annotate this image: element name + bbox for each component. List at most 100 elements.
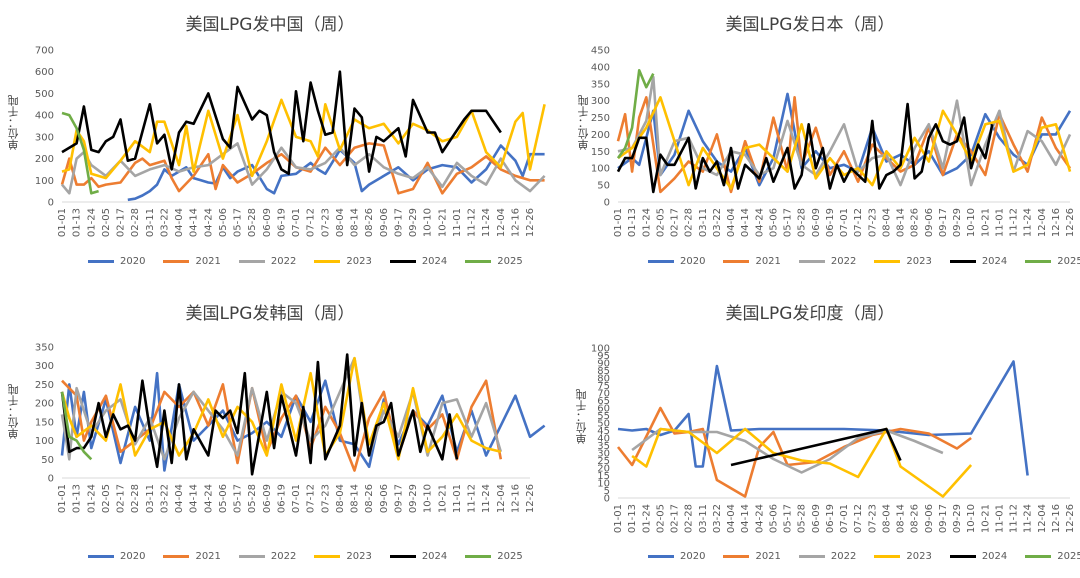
x-tick-label: 07-12 [853,208,864,237]
legend-label: 2025 [1057,551,1080,562]
legend-label: 2024 [981,256,1008,267]
legend-item-2022: 2022 [798,551,856,562]
x-tick-label: 08-04 [335,208,346,237]
x-tick-label: 11-01 [994,208,1005,237]
chart-title: 美国LPG发中国（周） [185,15,355,35]
y-tick-label: 350 [35,343,54,354]
legend-swatch [1025,555,1052,558]
legend-label: 2020 [120,551,146,562]
y-tick-label: 200 [591,130,610,141]
x-tick-label: 01-24 [641,208,652,237]
y-tick-label: 5 [604,486,610,497]
y-tick-label: 300 [35,132,54,143]
legend: 2020 2021 2022 2023 2024 2025 [648,256,1080,267]
x-tick-label: 09-29 [952,208,963,237]
x-tick-label: 01-01 [57,208,68,237]
legend-label: 2020 [680,551,706,562]
x-tick-label: 05-17 [783,208,794,237]
x-tick-label: 07-23 [320,484,331,513]
x-tick-label: 04-14 [740,208,751,237]
x-tick-label: 08-26 [910,208,921,237]
legend-item-2021: 2021 [723,551,781,562]
x-tick-label: 07-12 [306,208,317,237]
y-tick-label: 80 [597,374,610,385]
x-tick-label: 02-28 [130,208,141,237]
x-tick-label: 12-04 [496,484,507,513]
x-tick-label: 09-17 [938,208,949,237]
y-tick-label: 0 [48,474,54,485]
x-tick-label: 03-22 [159,484,170,513]
x-tick-label: 09-29 [952,504,963,533]
x-tick-label: 03-22 [712,208,723,237]
legend-label: 2024 [981,551,1008,562]
x-tick-label: 05-17 [783,504,794,533]
x-tick-label: 07-01 [291,208,302,237]
x-tick-label: 04-14 [740,504,751,533]
x-tick-label: 12-04 [496,208,507,237]
x-tick-label: 01-24 [86,484,97,513]
legend-label: 2022 [270,256,297,267]
legend: 2020 2021 2022 2023 2024 2025 [88,551,523,562]
x-tick-label: 12-26 [1065,208,1076,237]
legend: 2020 2021 2022 2023 2024 2025 [88,256,523,267]
legend-swatch [238,555,265,558]
x-tick-label: 11-12 [1009,208,1020,237]
legend-label: 2022 [270,551,297,562]
x-tick-label: 07-01 [839,504,850,533]
y-tick-label: 0 [604,494,610,505]
x-tick-label: 07-12 [306,484,317,513]
legend-label: 2024 [421,551,448,562]
y-tick-label: 200 [35,154,54,165]
x-tick-label: 01-01 [57,484,68,513]
x-tick-label: 12-04 [1037,504,1048,533]
x-tick-label: 10-10 [966,504,977,533]
x-tick-label: 02-05 [101,208,112,237]
legend-label: 2021 [195,551,221,562]
y-tick-label: 250 [591,113,610,124]
x-tick-label: 09-17 [393,484,404,513]
y-tick-label: 700 [35,46,54,57]
legend-label: 2023 [906,551,932,562]
series-line-2021 [616,406,972,498]
y-tick-label: 0 [604,198,610,209]
x-tick-label: 06-19 [825,504,836,533]
x-tick-label: 10-21 [980,504,991,533]
x-tick-label: 06-19 [276,208,287,237]
chart-korea: 美国LPG发韩国（周） 单位：千吨 0 50 100 150 200 250 300 350 0… [0,289,546,578]
series-line-2025 [616,69,655,159]
legend-item-2025: 2025 [465,551,523,562]
series-line-2024 [60,353,459,476]
chart-svg: 0 50 100 150 200 250 300 350 400 450 01-01 01-13 01-… [591,46,1076,238]
x-tick-label: 02-28 [130,484,141,513]
legend-swatch [163,555,190,558]
x-tick-label: 01-24 [641,504,652,533]
x-tick-label: 01-01 [613,208,624,237]
legend-item-2020: 2020 [88,256,145,267]
series-line-2025 [61,111,99,195]
x-tick-label: 04-04 [174,484,185,513]
y-tick-label: 150 [591,147,610,158]
legend-item-2021: 2021 [163,551,221,562]
x-tick-label: 07-12 [853,504,864,533]
legend-swatch [874,555,901,558]
legend-label: 2023 [346,256,372,267]
x-tick-label: 12-26 [525,208,536,237]
x-tick-label: 05-06 [218,484,229,513]
x-tick-label: 06-09 [811,208,822,237]
legend-swatch [238,260,265,263]
x-tick-label: 11-24 [1023,208,1034,237]
chart-title: 美国LPG发韩国（周） [185,304,355,324]
y-tick-label: 75 [597,381,610,392]
legend-label: 2024 [421,256,448,267]
legend-label: 2020 [120,256,146,267]
x-tick-label: 11-12 [1009,504,1020,533]
series-line-2023 [61,98,546,180]
legend-item-2023: 2023 [314,256,372,267]
x-tick-label: 02-17 [116,484,127,513]
x-tick-label: 11-24 [481,484,492,513]
x-tick-label: 08-04 [881,504,892,533]
x-tick-label: 09-06 [379,208,390,237]
legend-item-2022: 2022 [238,256,297,267]
y-tick-label: 15 [597,471,610,482]
x-tick-label: 10-10 [423,484,434,513]
